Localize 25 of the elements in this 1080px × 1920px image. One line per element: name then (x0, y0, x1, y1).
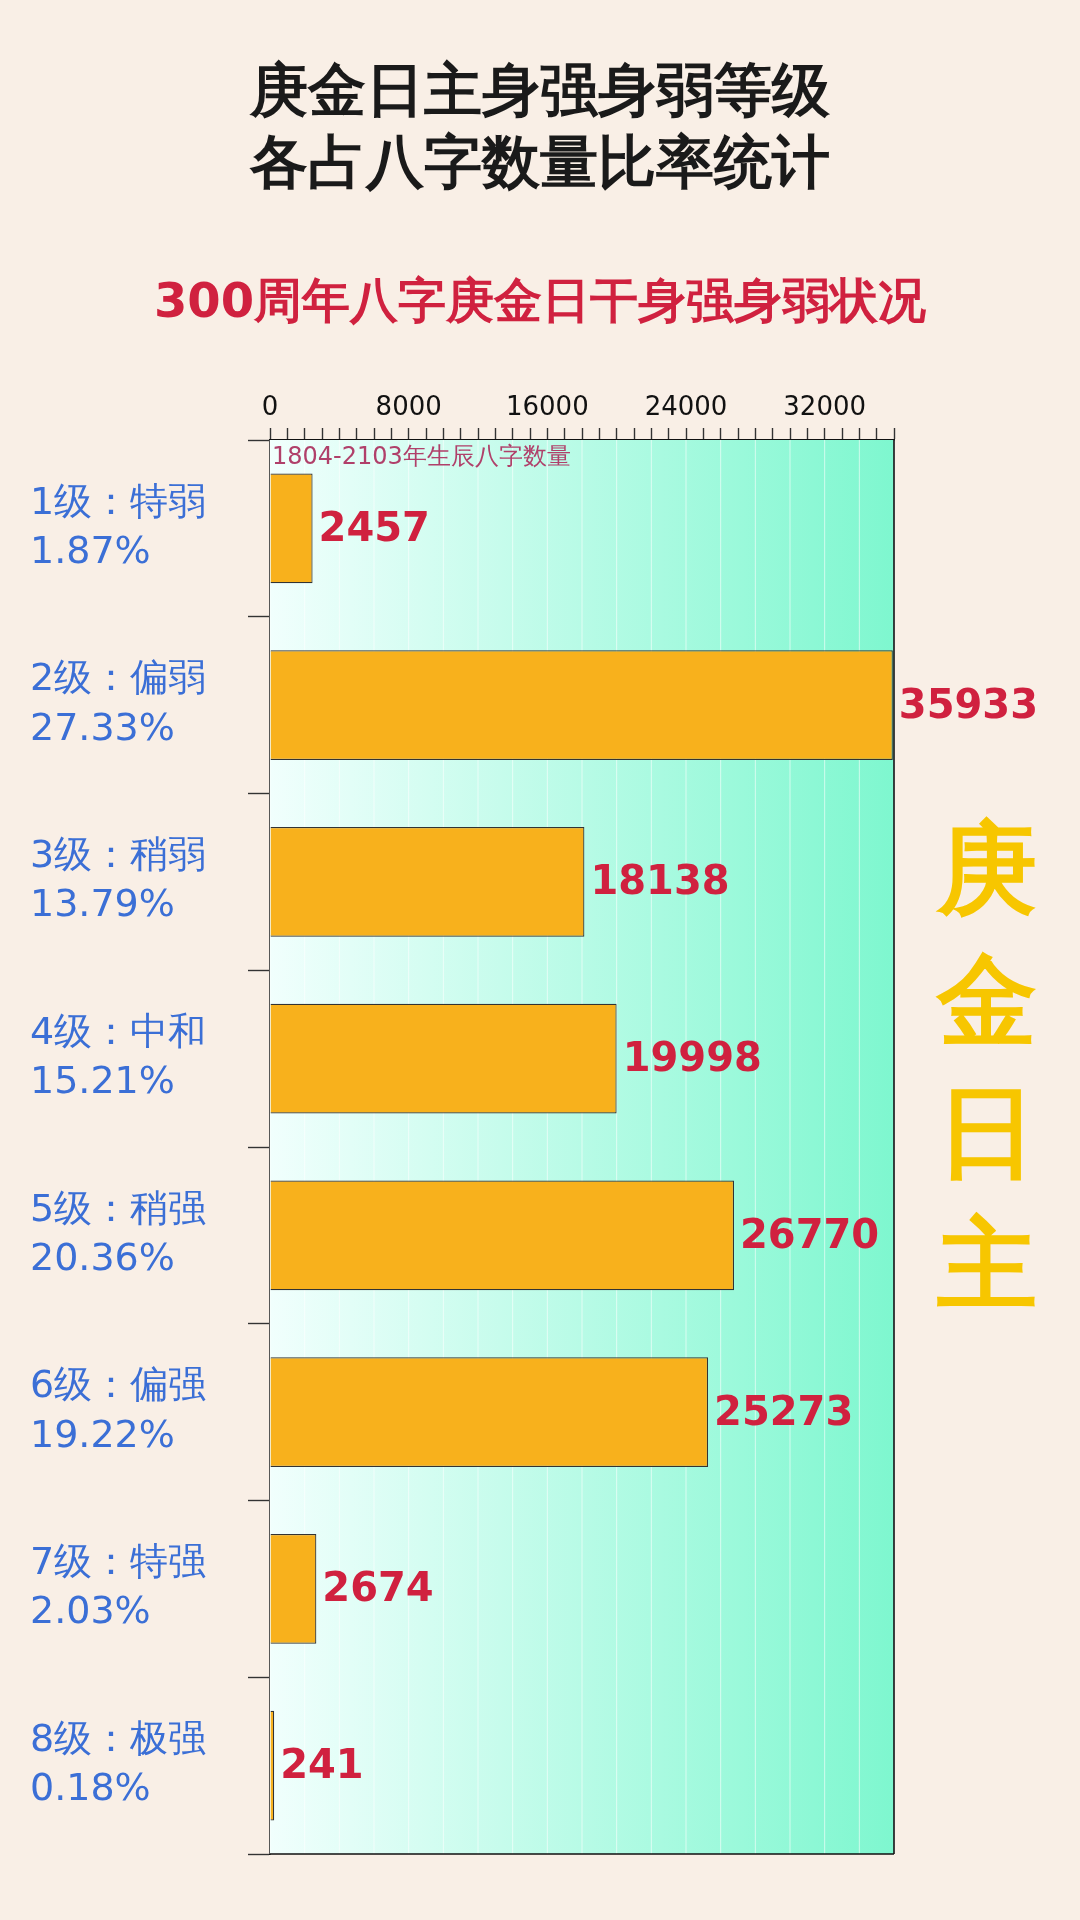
x-tick-label: 16000 (505, 391, 589, 422)
y-tick-label: 6级：偏强 19.22% (30, 1362, 207, 1456)
x-tick-label: 24000 (644, 391, 728, 422)
chart-subtitle: 300周年八字庚金日干身强身弱状况 (153, 272, 927, 329)
data-label: 35933 (898, 680, 1039, 727)
text: 庚金日主 (935, 809, 1037, 1323)
y-tick-label: 4级：中和 15.21% (30, 1008, 207, 1103)
data-label: 26770 (740, 1210, 880, 1257)
x-tick-label: 0 (261, 391, 279, 422)
data-label: 2674 (322, 1564, 434, 1611)
data-label: 2457 (318, 503, 430, 550)
data-label: 18138 (590, 857, 730, 904)
y-tick-label: 5级：稍强 20.36% (30, 1185, 207, 1279)
y-tick-label: 7级：特强 2.03% (30, 1539, 207, 1633)
chart-title: 庚金日主身强身弱等级各占八字数量比率统计 (249, 56, 831, 197)
x-axis-title: 1804-2103年生辰八字数量 (272, 442, 571, 471)
y-tick-label: 3级：稍弱 13.79% (30, 832, 207, 926)
x-tick-label: 32000 (783, 391, 867, 422)
y-tick-label: 1级：特弱 1.87% (30, 478, 207, 572)
x-tick-label: 8000 (375, 391, 442, 422)
data-label: 241 (280, 1741, 364, 1788)
y-tick-label: 2级：偏弱 27.33% (30, 655, 207, 749)
data-label: 25273 (714, 1387, 854, 1434)
data-label: 19998 (622, 1034, 762, 1081)
y-tick-label: 8级：极强 0.18% (30, 1715, 207, 1810)
